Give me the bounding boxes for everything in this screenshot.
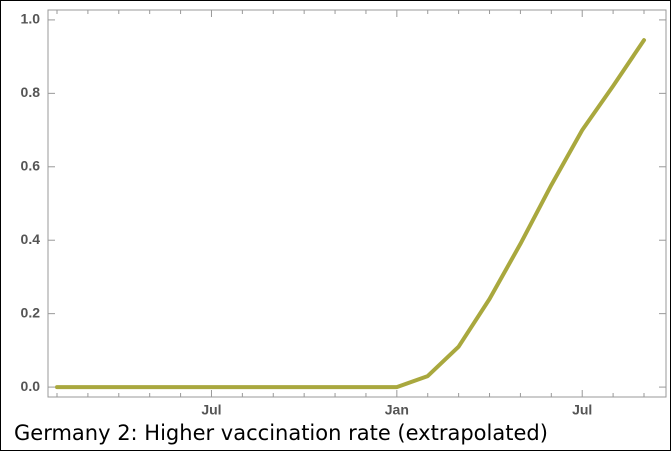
x-tick-label: Jul [572,402,592,418]
y-tick-label: 1.0 [21,11,41,27]
y-tick-label: 0.4 [21,231,41,247]
y-tick-label: 0.8 [21,84,41,100]
data-line [55,38,646,390]
plot-frame [47,9,667,398]
x-tick-label: Jul [201,402,221,418]
caption: Germany 2: Higher vaccination rate (extr… [14,421,548,445]
y-tick-label: 0.0 [21,378,41,394]
y-tick-label: 0.6 [21,157,41,173]
x-tick-label: Jan [385,402,409,418]
y-tick-label: 0.2 [21,304,41,320]
